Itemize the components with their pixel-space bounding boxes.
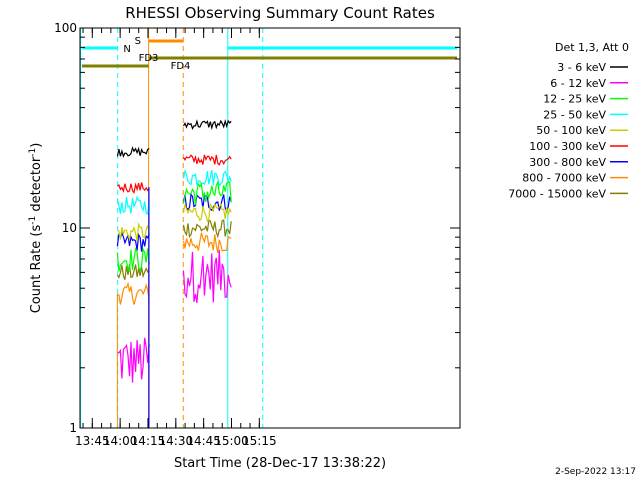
legend-entry-label: 800 - 7000 keV [522,172,606,185]
x-tick-label: 15:15 [242,434,277,448]
series-1-line [117,249,232,383]
annotation-n: N [123,44,130,55]
series-3-segment-1 [182,168,232,188]
series-0-line [116,119,232,158]
y-axis: 1 10 100 [54,21,460,435]
series-5-segment-0 [117,182,150,194]
footer-date: 2-Sep-2022 13:17 [555,467,636,477]
chart-title: RHESSI Observing Summary Count Rates [125,4,435,22]
legend: Det 1,3, Att 0 3 - 6 keV 6 - 12 keV 12 - 2… [508,41,629,200]
series-1-segment-0 [117,337,150,383]
series-2-segment-0 [116,247,150,272]
series-7-line [117,232,232,305]
series-7-segment-0 [117,281,150,305]
x-tick-label: 13:45 [75,434,110,448]
legend-entry-label: 3 - 6 keV [557,61,606,74]
series-0-segment-1 [182,119,232,131]
x-tick-label: 15:00 [214,434,249,448]
series-8-segment-0 [116,264,150,280]
series-2-line [116,180,232,272]
y-tick-label: 100 [54,21,77,35]
y-tick-label: 1 [69,421,77,435]
series-5-line [117,154,232,194]
x-tick-label: 14:15 [131,434,166,448]
y-axis-label: Count Rate (s-1 detector-1) [28,143,44,314]
series-4-segment-1 [182,202,232,223]
series-3-segment-0 [116,195,150,215]
legend-entry-label: 6 - 12 keV [550,77,606,90]
legend-entry-label: 25 - 50 keV [543,108,606,121]
y-tick-label: 10 [62,221,77,235]
plot-area: NS FD3 FD4 [80,28,457,428]
x-axis-label: Start Time (28-Dec-17 13:38:22) [174,456,386,471]
annotation-fd3: FD3 [139,53,159,64]
series-2-segment-1 [182,180,232,206]
series-4-segment-0 [117,222,150,242]
series-6-segment-1 [182,192,232,213]
x-tick-label: 14:30 [159,434,194,448]
legend-entry-label: 50 - 100 keV [536,124,606,137]
annotation-fd4: FD4 [171,61,191,72]
plot-frame [79,27,461,429]
x-tick-label: 14:00 [103,434,138,448]
series-8-segment-1 [182,219,232,239]
series-5-segment-1 [182,154,232,166]
series-6-segment-0 [116,231,150,252]
legend-entry-label: 12 - 25 keV [543,93,606,106]
series-3-line [116,168,232,215]
legend-entry-label: 7000 - 15000 keV [508,187,606,200]
series-7-segment-1 [182,232,232,254]
series-1-segment-1 [182,249,232,303]
series-0-segment-0 [116,146,150,158]
series-4-line [117,202,232,242]
legend-title: Det 1,3, Att 0 [555,41,629,54]
legend-entry-label: 300 - 800 keV [529,156,606,169]
x-tick-label: 14:45 [186,434,221,448]
annotation-s: S [135,36,141,47]
series-6-line [116,192,232,252]
legend-entry-label: 100 - 300 keV [529,140,606,153]
series-8-line [116,219,232,280]
